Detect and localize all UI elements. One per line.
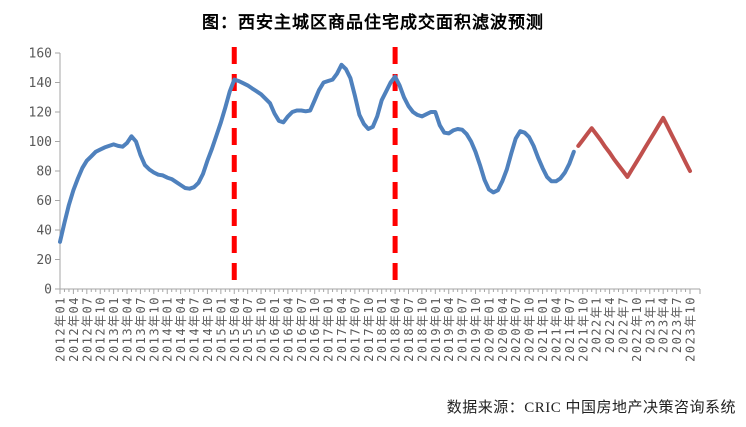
x-tick-label: 2014年07 bbox=[188, 296, 202, 362]
x-tick-label: 2022年10 bbox=[630, 296, 644, 362]
x-tick-label: 2012年10 bbox=[94, 296, 108, 362]
x-tick-label: 2023年10 bbox=[684, 296, 698, 362]
x-tick-label: 2016年07 bbox=[295, 296, 309, 362]
data-source: 数据来源：CRIC 中国房地产决策咨询系统 bbox=[446, 400, 736, 416]
y-tick-label: 80 bbox=[36, 165, 52, 180]
x-tick-label: 2022年1 bbox=[590, 296, 604, 353]
x-tick-label: 2018年07 bbox=[402, 296, 416, 362]
y-tick-label: 0 bbox=[44, 283, 52, 298]
x-tick-label: 2016年10 bbox=[308, 296, 322, 362]
x-tick-label: 2023年7 bbox=[670, 296, 684, 353]
x-tick-label: 2013年01 bbox=[107, 296, 121, 362]
x-tick-label: 2012年04 bbox=[67, 296, 81, 362]
x-tick-label: 2020年04 bbox=[496, 296, 510, 362]
x-tick-label: 2022年4 bbox=[603, 296, 617, 353]
x-tick-label: 2013年04 bbox=[121, 296, 135, 362]
x-tick-label: 2017年01 bbox=[322, 296, 336, 362]
x-tick-label: 2019年01 bbox=[429, 296, 443, 362]
x-tick-label: 2018年04 bbox=[389, 296, 403, 362]
x-tick-label: 2021年04 bbox=[549, 296, 563, 362]
x-tick-label: 2020年10 bbox=[523, 296, 537, 362]
x-tick-label: 2020年07 bbox=[509, 296, 523, 362]
x-tick-label: 2021年01 bbox=[536, 296, 550, 362]
forecast-line bbox=[576, 115, 692, 179]
x-tick-label: 2012年07 bbox=[80, 296, 94, 362]
y-tick-label: 100 bbox=[29, 135, 52, 150]
x-tick-label: 2012年01 bbox=[54, 296, 68, 362]
y-tick-label: 160 bbox=[29, 47, 52, 62]
x-tick-label: 2022年7 bbox=[616, 296, 630, 353]
x-tick-label: 2018年01 bbox=[375, 296, 389, 362]
x-tick-label: 2015年04 bbox=[228, 296, 242, 362]
y-tick-label: 140 bbox=[29, 76, 52, 91]
history-line bbox=[58, 62, 576, 244]
x-tick-label: 2019年07 bbox=[456, 296, 470, 362]
x-tick-label: 2017年10 bbox=[362, 296, 376, 362]
x-tick-label: 2015年07 bbox=[241, 296, 255, 362]
x-tick-label: 2014年01 bbox=[161, 296, 175, 362]
x-tick-label: 2016年04 bbox=[281, 296, 295, 362]
x-tick-label: 2021年10 bbox=[576, 296, 590, 362]
y-tick-label: 60 bbox=[36, 194, 52, 209]
y-tick-label: 20 bbox=[36, 253, 52, 268]
x-tick-label: 2023年4 bbox=[657, 296, 671, 353]
x-tick-label: 2021年07 bbox=[563, 296, 577, 362]
x-tick-label: 2016年01 bbox=[268, 296, 282, 362]
x-tick-label: 2014年04 bbox=[174, 296, 188, 362]
x-tick-label: 2013年10 bbox=[147, 296, 161, 362]
x-tick-label: 2015年10 bbox=[255, 296, 269, 362]
chart-title: 图：西安主城区商品住宅成交面积滤波预测 bbox=[202, 13, 544, 32]
x-tick-label: 2020年01 bbox=[482, 296, 496, 362]
x-tick-label: 2015年01 bbox=[214, 296, 228, 362]
x-tick-label: 2017年04 bbox=[335, 296, 349, 362]
x-tick-label: 2017年07 bbox=[348, 296, 362, 362]
y-tick-label: 40 bbox=[36, 224, 52, 239]
x-tick-label: 2018年10 bbox=[415, 296, 429, 362]
x-tick-label: 2019年04 bbox=[442, 296, 456, 362]
y-tick-label: 120 bbox=[29, 106, 52, 121]
x-tick-label: 2019年10 bbox=[469, 296, 483, 362]
x-tick-label: 2013年07 bbox=[134, 296, 148, 362]
x-tick-label: 2023年1 bbox=[643, 296, 657, 353]
x-tick-label: 2014年10 bbox=[201, 296, 215, 362]
